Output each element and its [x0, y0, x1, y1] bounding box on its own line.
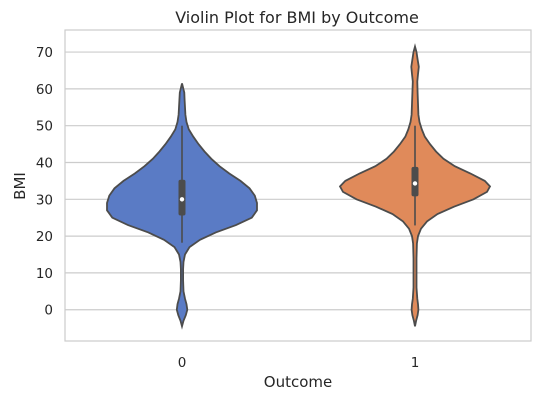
- y-axis-label: BMI: [11, 172, 29, 200]
- plot-area-frame: [64, 29, 532, 342]
- y-tick-label: 30: [36, 192, 53, 208]
- y-tick-labels: 0 10 20 30 40 50 60 70: [36, 45, 53, 319]
- median-marker-outcome-0: [179, 197, 185, 202]
- y-tick-label: 20: [36, 229, 53, 245]
- y-tick-label: 50: [36, 119, 53, 135]
- y-tick-label: 10: [36, 266, 53, 282]
- y-tick-label: 40: [36, 155, 53, 171]
- median-marker-outcome-1: [412, 181, 418, 186]
- x-tick-label: 1: [411, 355, 420, 371]
- y-tick-label: 0: [44, 303, 53, 319]
- y-tick-label: 60: [36, 82, 53, 98]
- x-axis-label: Outcome: [264, 373, 332, 391]
- x-tick-label: 0: [178, 355, 187, 371]
- violins: [106, 43, 492, 330]
- y-tick-label: 70: [36, 45, 53, 61]
- chart-title: Violin Plot for BMI by Outcome: [175, 8, 419, 27]
